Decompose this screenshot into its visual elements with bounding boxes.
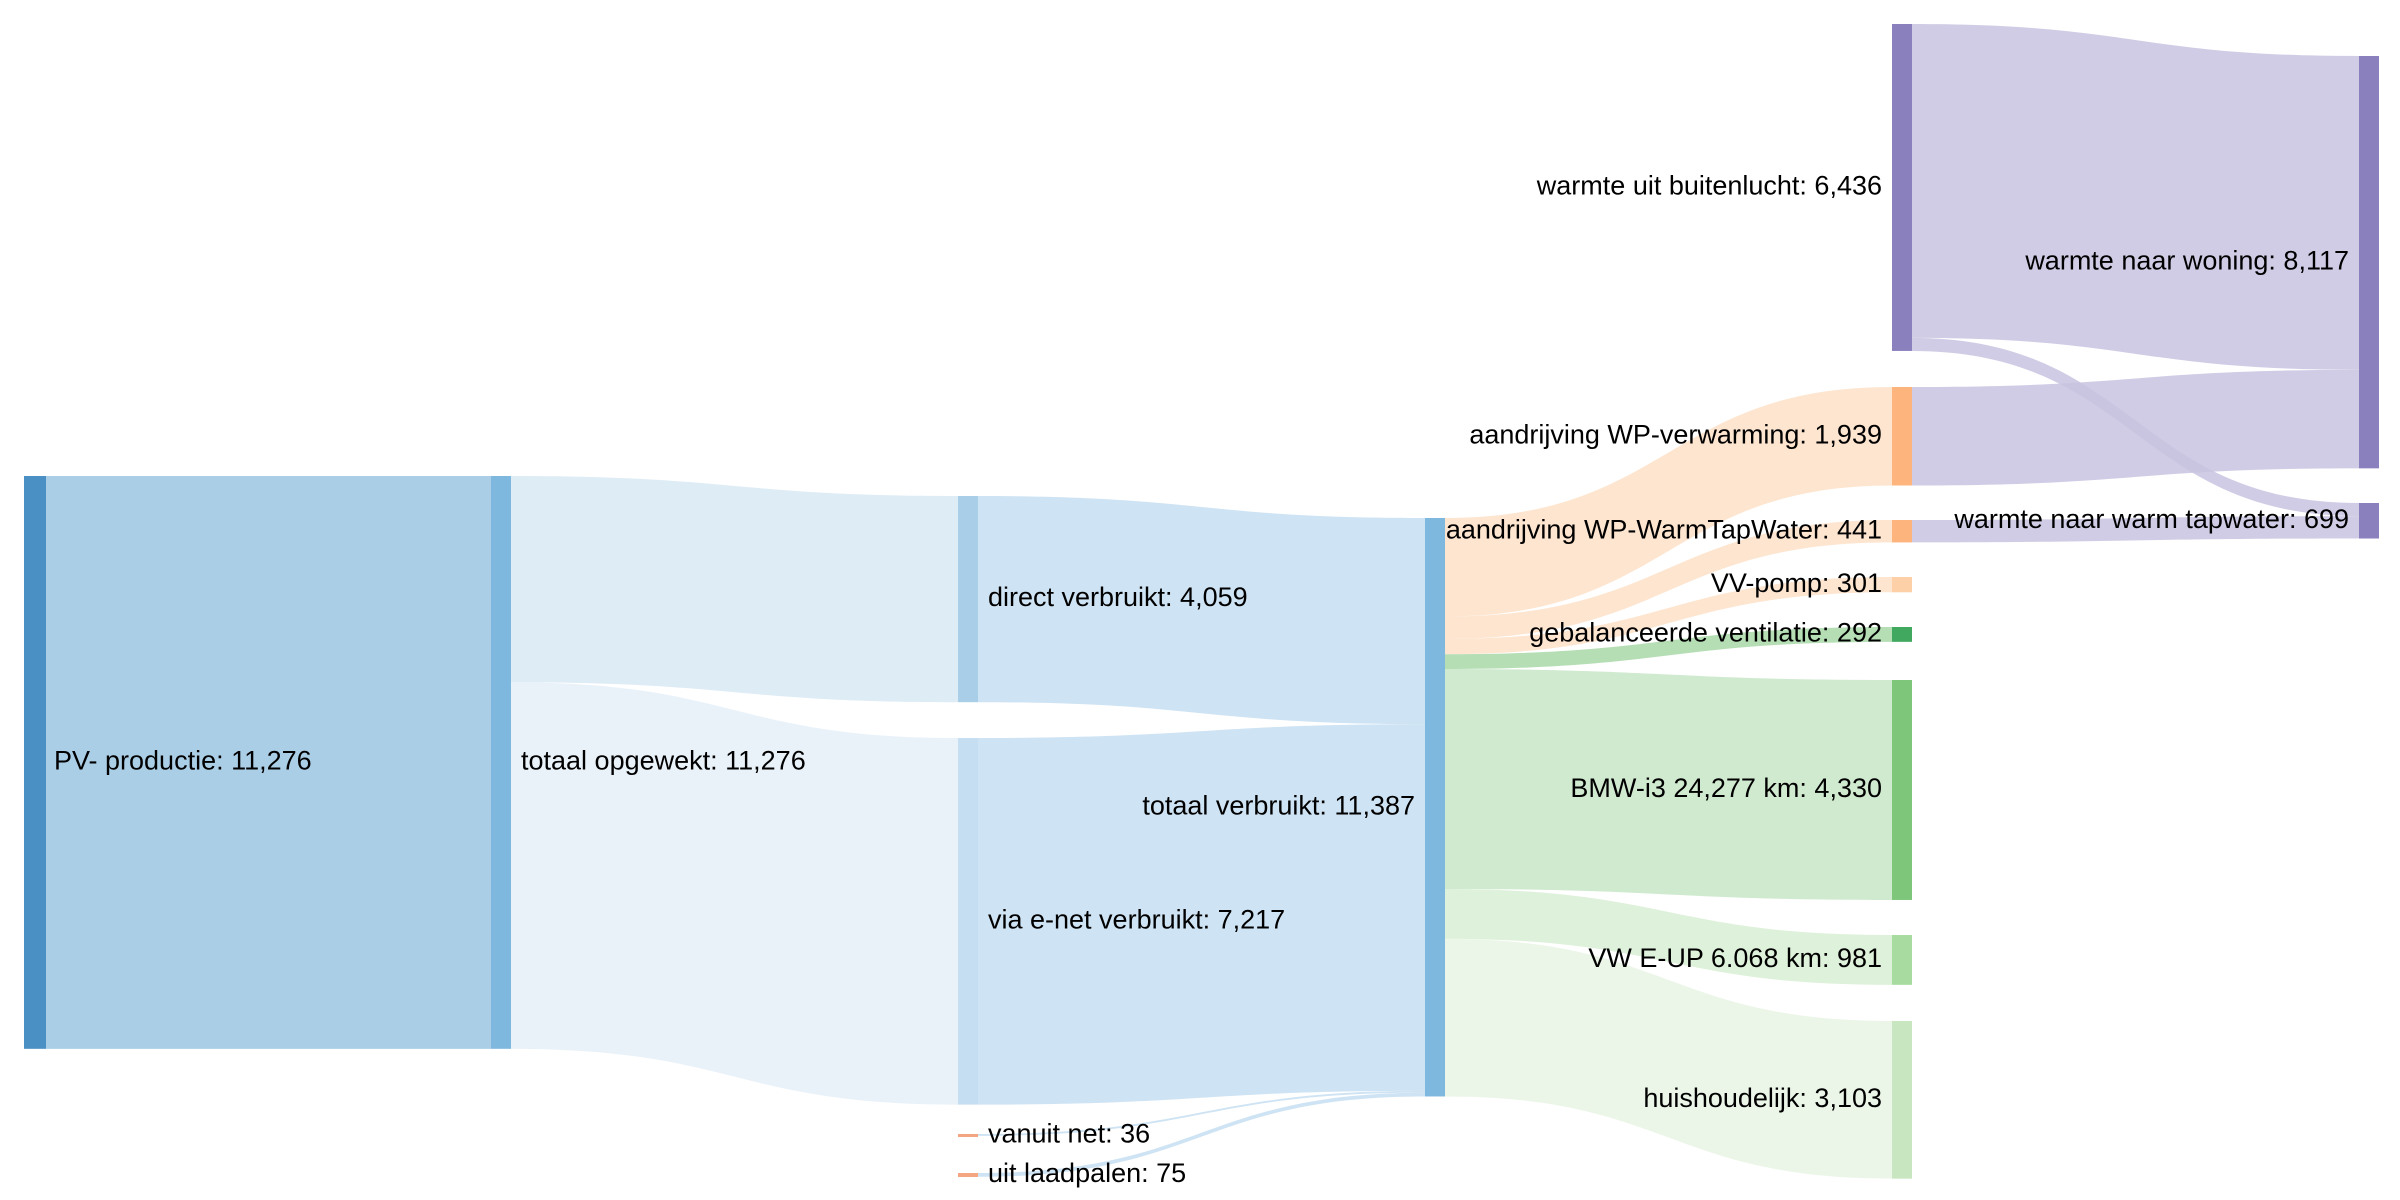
node-label-totaal_opgewekt: totaal opgewekt: 11,276 xyxy=(521,746,806,776)
labels-layer: PV- productie: 11,276 totaal opgewekt: 11… xyxy=(54,171,2349,1189)
node-label-direct: direct verbruikt: 4,059 xyxy=(988,582,1248,612)
node-label-huishoudelijk: huishoudelijk: 3,103 xyxy=(1643,1083,1882,1113)
link-totaal_opgewekt-to-direct xyxy=(511,476,958,703)
link-totaal_verbruikt-to-wp_tapwater xyxy=(1445,520,1892,639)
node-label-ventilatie: gebalanceerde ventilatie: 292 xyxy=(1529,618,1882,648)
node-vv_pomp xyxy=(1892,577,1912,593)
node-label-uit_laadpalen: uit laadpalen: 75 xyxy=(988,1158,1186,1188)
link-totaal_verbruikt-to-vw xyxy=(1445,888,1892,985)
link-totaal_verbruikt-to-vv_pomp xyxy=(1445,577,1892,655)
node-vanuit_net xyxy=(958,1134,978,1137)
node-label-buitenlucht: warmte uit buitenlucht: 6,436 xyxy=(1536,171,1882,201)
node-via_enet xyxy=(958,738,978,1105)
node-vw xyxy=(1892,935,1912,985)
link-totaal_verbruikt-to-bmw xyxy=(1445,669,1892,900)
node-label-vw: VW E-UP 6.068 km: 981 xyxy=(1588,943,1882,973)
node-pv xyxy=(24,476,46,1049)
node-totaal_verbruikt xyxy=(1425,518,1445,1097)
node-huishoudelijk xyxy=(1892,1021,1912,1179)
link-wp_tapwater-to-tapwater xyxy=(1912,516,2359,543)
node-label-pv: PV- productie: 11,276 xyxy=(54,746,312,776)
node-label-vv_pomp: VV-pomp: 301 xyxy=(1711,568,1882,598)
link-totaal_verbruikt-to-huishoudelijk xyxy=(1445,938,1892,1179)
nodes-layer xyxy=(24,24,2379,1179)
node-wp_verwarming xyxy=(1892,387,1912,486)
node-bmw xyxy=(1892,680,1912,900)
link-totaal_verbruikt-to-wp_verwarming xyxy=(1445,387,1892,617)
link-vanuit_net-to-totaal_verbruikt xyxy=(978,1090,1425,1136)
node-buitenlucht xyxy=(1892,24,1912,351)
node-label-vanuit_net: vanuit net: 36 xyxy=(988,1119,1150,1149)
link-buitenlucht-to-woning xyxy=(1912,24,2359,370)
node-label-via_enet: via e-net verbruikt: 7,217 xyxy=(988,904,1285,934)
node-wp_tapwater xyxy=(1892,520,1912,543)
link-uit_laadpalen-to-totaal_verbruikt xyxy=(978,1092,1425,1177)
node-label-bmw: BMW-i3 24,277 km: 4,330 xyxy=(1570,773,1882,803)
node-totaal_opgewekt xyxy=(491,476,511,1049)
node-label-tapwater: warmte naar warm tapwater: 699 xyxy=(1953,504,2349,534)
link-totaal_verbruikt-to-ventilatie xyxy=(1445,627,1892,670)
link-direct-to-totaal_verbruikt xyxy=(978,496,1425,725)
link-totaal_opgewekt-to-via_enet xyxy=(511,682,958,1105)
node-ventilatie xyxy=(1892,627,1912,642)
node-label-wp_verwarming: aandrijving WP-verwarming: 1,939 xyxy=(1469,419,1882,449)
node-direct xyxy=(958,496,978,703)
link-via_enet-to-totaal_verbruikt xyxy=(978,724,1425,1105)
links-layer xyxy=(46,24,2359,1179)
node-label-totaal_verbruikt: totaal verbruikt: 11,387 xyxy=(1142,790,1415,820)
node-label-wp_tapwater: aandrijving WP-WarmTapWater: 441 xyxy=(1446,514,1882,544)
link-pv-to-totaal_opgewekt xyxy=(46,476,491,1049)
node-uit_laadpalen xyxy=(958,1173,978,1177)
node-label-woning: warmte naar woning: 8,117 xyxy=(2024,245,2349,275)
node-woning xyxy=(2359,56,2379,469)
link-wp_verwarming-to-woning xyxy=(1912,369,2359,486)
node-tapwater xyxy=(2359,503,2379,539)
